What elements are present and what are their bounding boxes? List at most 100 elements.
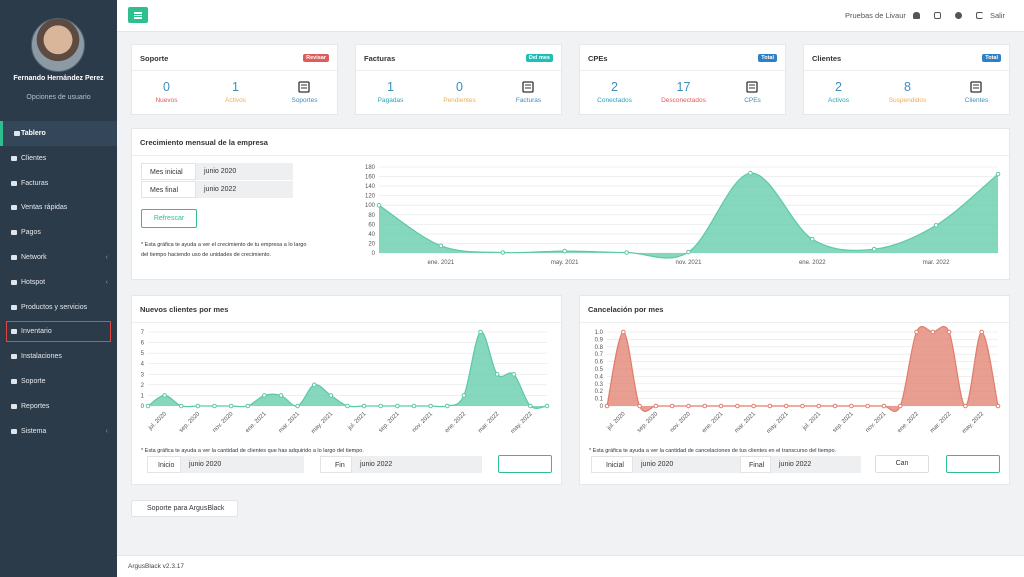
data-point[interactable]: [145, 403, 151, 409]
refresh-button[interactable]: [498, 455, 552, 473]
data-point[interactable]: [624, 250, 629, 255]
data-point[interactable]: [345, 403, 350, 409]
menu-toggle[interactable]: [128, 7, 148, 23]
data-point[interactable]: [428, 403, 433, 409]
stat-label[interactable]: Suspendidos: [888, 97, 927, 104]
data-point[interactable]: [478, 329, 483, 335]
menu-item[interactable]: Reportes: [0, 394, 117, 419]
data-point[interactable]: [686, 403, 691, 409]
data-point[interactable]: [930, 329, 936, 335]
data-point[interactable]: [810, 236, 815, 242]
help-icon[interactable]: [955, 12, 962, 19]
menu-item[interactable]: Hotspot ‹: [0, 270, 117, 295]
data-point[interactable]: [444, 403, 450, 409]
menu-item[interactable]: Instalaciones: [0, 344, 117, 369]
stat-label[interactable]: Pagadas: [377, 97, 404, 104]
data-point[interactable]: [212, 403, 217, 409]
data-point[interactable]: [933, 222, 939, 228]
user-options[interactable]: Opciones de usuario: [26, 94, 91, 101]
data-point[interactable]: [411, 403, 417, 409]
menu-item[interactable]: Sistema ‹: [0, 419, 117, 444]
data-point[interactable]: [751, 403, 756, 409]
stat-label[interactable]: Facturas: [515, 97, 542, 104]
data-point[interactable]: [262, 393, 267, 398]
menu-item[interactable]: Pagos: [0, 220, 117, 245]
data-point[interactable]: [881, 403, 887, 409]
data-point[interactable]: [637, 403, 642, 409]
stat-label[interactable]: Soportes: [291, 97, 318, 104]
menu-item[interactable]: Network ‹: [0, 245, 117, 270]
data-point[interactable]: [979, 329, 985, 335]
stat-label[interactable]: Clientes: [964, 97, 989, 104]
data-point[interactable]: [832, 403, 838, 409]
data-point[interactable]: [871, 246, 877, 252]
stat-label[interactable]: Conectados: [597, 97, 632, 104]
data-point[interactable]: [669, 403, 675, 409]
stat-label[interactable]: Activos: [828, 97, 849, 104]
notifications-icon[interactable]: [913, 12, 920, 19]
data-point[interactable]: [562, 248, 567, 254]
data-point[interactable]: [278, 393, 284, 398]
data-point[interactable]: [178, 403, 184, 409]
stat-label[interactable]: Pendientes: [443, 97, 476, 104]
data-point[interactable]: [376, 202, 382, 208]
data-point[interactable]: [195, 403, 201, 409]
logout[interactable]: Salir: [990, 11, 1006, 20]
company-name[interactable]: Pruebas de Livaur: [845, 11, 906, 20]
menu-item[interactable]: Productos y servicios: [0, 295, 117, 320]
stat-label[interactable]: Activos: [225, 97, 246, 104]
data-point[interactable]: [461, 393, 467, 398]
data-point[interactable]: [816, 403, 822, 409]
menu-item[interactable]: Tablero: [0, 121, 117, 146]
input-field[interactable]: junio 2022: [352, 456, 482, 473]
input-field[interactable]: junio 2020: [181, 456, 304, 473]
menu-item[interactable]: Facturas: [0, 171, 117, 196]
data-point[interactable]: [849, 403, 854, 409]
data-point[interactable]: [228, 403, 234, 409]
data-point[interactable]: [702, 403, 708, 409]
data-point[interactable]: [438, 243, 444, 249]
data-point[interactable]: [865, 403, 870, 409]
data-point[interactable]: [494, 371, 500, 377]
data-point[interactable]: [528, 403, 533, 409]
stat-label[interactable]: Desconectados: [661, 97, 706, 104]
menu-item[interactable]: Ventas rápidas: [0, 195, 117, 220]
data-point[interactable]: [245, 403, 251, 409]
input-field[interactable]: junio 2020: [633, 456, 755, 473]
data-point[interactable]: [946, 329, 952, 335]
data-point[interactable]: [914, 329, 919, 335]
input-field[interactable]: junio 2022: [771, 456, 861, 473]
menu-item[interactable]: Clientes: [0, 146, 117, 171]
data-point[interactable]: [897, 403, 903, 409]
data-point[interactable]: [767, 403, 773, 409]
data-point[interactable]: [544, 403, 550, 409]
data-point[interactable]: [162, 393, 167, 398]
data-point[interactable]: [783, 403, 789, 409]
data-point[interactable]: [748, 170, 753, 176]
menu-item[interactable]: Soporte: [0, 369, 117, 394]
menu-item[interactable]: Inventario: [4, 319, 113, 344]
data-point[interactable]: [718, 403, 724, 409]
refresh-button[interactable]: Refrescar: [141, 209, 197, 228]
data-point[interactable]: [511, 371, 517, 377]
data-point[interactable]: [653, 403, 659, 409]
data-point[interactable]: [995, 171, 1001, 177]
data-point[interactable]: [604, 403, 610, 409]
support-button[interactable]: Soporte para ArgusBlack: [131, 500, 238, 517]
refresh-button[interactable]: [946, 455, 1000, 473]
data-point[interactable]: [995, 403, 1001, 409]
stat-label[interactable]: Nuevos: [155, 97, 178, 104]
data-point[interactable]: [500, 250, 506, 255]
data-point[interactable]: [735, 403, 740, 409]
stat-label[interactable]: CPEs: [744, 97, 761, 104]
data-point[interactable]: [395, 403, 400, 409]
data-point[interactable]: [620, 329, 626, 335]
data-point[interactable]: [378, 403, 384, 409]
logout-icon[interactable]: [976, 12, 983, 19]
data-point[interactable]: [963, 403, 968, 409]
data-point[interactable]: [311, 382, 317, 388]
cancel-button[interactable]: Can: [875, 455, 929, 473]
data-point[interactable]: [361, 403, 367, 409]
data-point[interactable]: [800, 403, 805, 409]
data-point[interactable]: [686, 249, 691, 255]
